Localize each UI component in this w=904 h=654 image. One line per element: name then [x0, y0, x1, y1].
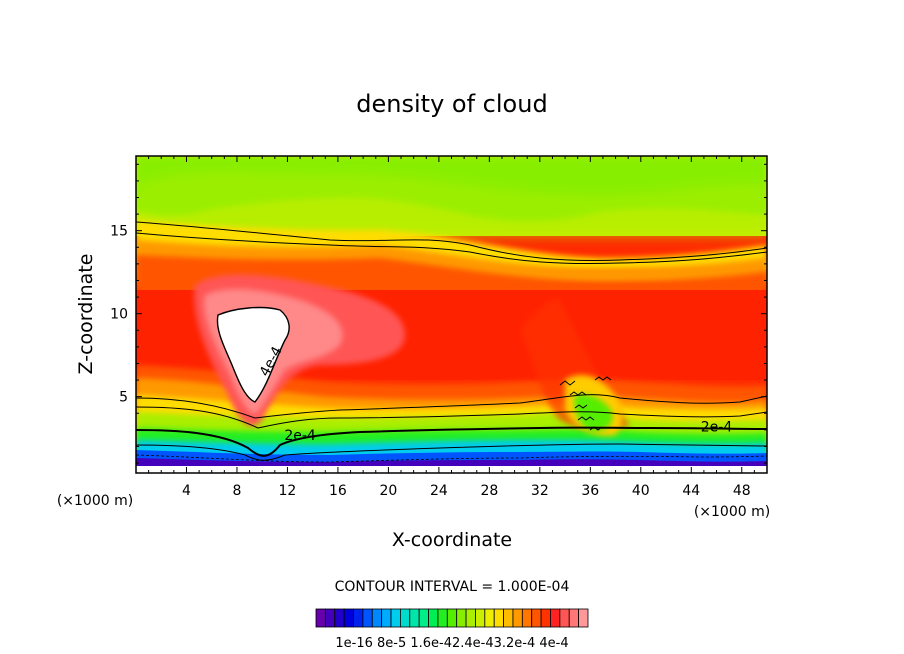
contour-line-lower-4 — [136, 454, 767, 463]
x-tick-label: 20 — [379, 483, 397, 499]
contour-line-upper-1 — [136, 221, 767, 261]
x-tick-label: 32 — [531, 483, 549, 499]
x-tick-label: 44 — [682, 483, 700, 499]
colorbar-swatch — [324, 608, 336, 628]
band-ground — [136, 466, 767, 473]
x-tick-label: 28 — [480, 483, 498, 499]
colorbar-swatch — [409, 608, 420, 628]
colorbar-swatch — [371, 608, 383, 628]
y-axis-label: Z-coordinate — [75, 254, 97, 375]
colorbar-swatch — [381, 608, 392, 628]
colorbar-tick-labels: 1e-16 8e-5 1.6e-42.4e-43.2e-4 4e-4 — [335, 636, 568, 651]
colorbar-swatch — [550, 608, 561, 628]
contour-line-2e-4 — [136, 426, 767, 457]
contour-line-lower-3 — [136, 443, 767, 461]
colorbar-swatch — [493, 608, 504, 628]
contour-line-lower-2 — [136, 406, 767, 429]
contour-interval-text: CONTOUR INTERVAL = 1.000E-04 — [335, 579, 570, 595]
contour-field — [136, 156, 767, 473]
colorbar-swatch — [353, 608, 364, 628]
x-tick-label: 36 — [581, 483, 599, 499]
x-tick-label: 40 — [632, 483, 650, 499]
colorbar-swatch — [465, 608, 476, 628]
x-tick-label: 16 — [329, 483, 347, 499]
y-tick-label: 5 — [119, 390, 128, 406]
colorbar-swatch — [418, 608, 429, 628]
band-lightgreen — [136, 171, 767, 236]
colorbar-swatch — [362, 608, 373, 628]
colorbar-swatch — [343, 608, 354, 628]
colorbar-swatch — [428, 608, 439, 628]
contour-line-lower-1 — [136, 394, 767, 419]
x-tick-label: 12 — [279, 483, 297, 499]
colorbar-swatch — [568, 608, 580, 628]
colorbar-swatch — [512, 608, 523, 628]
colorbar-swatch — [400, 608, 411, 628]
colorbar-swatch — [437, 608, 448, 628]
x-tick-label: 4 — [182, 483, 191, 499]
contour-label: 2e-4 — [284, 428, 316, 444]
x-tick-label: 8 — [232, 483, 241, 499]
colorbar-swatch — [315, 608, 326, 628]
contour-noise — [559, 376, 612, 431]
colorbar-swatch — [446, 608, 458, 628]
colorbar-swatch — [456, 608, 467, 628]
colorbar-swatch — [484, 608, 495, 628]
colorbar-swatch — [540, 608, 551, 628]
x-axis: 4 8 12 16 20 24 28 32 36 40 44 48 — [148, 156, 755, 499]
y-tick-label: 10 — [110, 307, 128, 323]
colorbar-swatch — [531, 608, 542, 628]
x-unit-label-left: (×1000 m) — [57, 493, 133, 509]
colorbar-swatch — [559, 608, 570, 628]
x-tick-label: 48 — [733, 483, 751, 499]
region-right-green — [574, 394, 613, 432]
colorbar-swatch — [578, 608, 589, 628]
colorbar-swatch — [475, 608, 486, 628]
contour-line-upper-2 — [136, 232, 767, 265]
y-axis: 5 10 15 — [110, 163, 767, 464]
x-unit-label-right: (×1000 m) — [694, 504, 770, 520]
region-max-4e-4 — [216, 306, 290, 403]
colorbar-swatch — [521, 608, 533, 628]
contour-label: 2e-4 — [701, 420, 733, 436]
colorbar-swatch — [503, 608, 514, 628]
x-axis-label: X-coordinate — [392, 529, 512, 551]
y-tick-label: 15 — [110, 224, 128, 240]
chart-title: density of cloud — [356, 90, 547, 118]
colorbar-swatch — [334, 608, 345, 628]
colorbar — [315, 608, 589, 628]
colorbar-swatch — [390, 608, 401, 628]
x-tick-label: 24 — [430, 483, 448, 499]
